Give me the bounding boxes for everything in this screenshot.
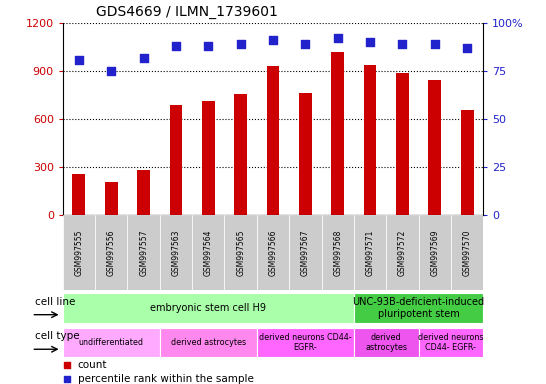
Point <box>462 45 471 51</box>
Bar <box>299 93 312 215</box>
Bar <box>331 52 344 215</box>
Bar <box>95 215 127 290</box>
Text: undifferentiated: undifferentiated <box>79 338 144 347</box>
Text: derived astrocytes: derived astrocytes <box>171 338 246 347</box>
Bar <box>322 215 354 290</box>
Bar <box>419 328 483 358</box>
Bar <box>224 215 257 290</box>
Text: derived neurons CD44-
EGFR-: derived neurons CD44- EGFR- <box>259 333 352 353</box>
Text: GSM997567: GSM997567 <box>301 229 310 276</box>
Text: GSM997568: GSM997568 <box>333 229 342 276</box>
Bar <box>160 328 257 358</box>
Bar <box>257 328 354 358</box>
Bar <box>428 80 441 215</box>
Bar <box>169 104 182 215</box>
Bar <box>105 182 118 215</box>
Text: GSM997569: GSM997569 <box>430 229 439 276</box>
Point <box>398 41 407 47</box>
Text: percentile rank within the sample: percentile rank within the sample <box>78 374 253 384</box>
Point <box>366 39 375 45</box>
Bar <box>266 66 280 215</box>
Bar <box>451 215 483 290</box>
Bar <box>73 174 85 215</box>
Bar <box>137 170 150 215</box>
Point <box>236 41 245 47</box>
Bar <box>63 215 95 290</box>
Text: GSM997570: GSM997570 <box>462 229 472 276</box>
Text: derived
astrocytes: derived astrocytes <box>365 333 407 353</box>
Text: GSM997556: GSM997556 <box>107 229 116 276</box>
Point <box>307 319 316 325</box>
Bar <box>192 215 224 290</box>
Bar <box>63 293 354 323</box>
Bar <box>396 73 409 215</box>
Text: GSM997566: GSM997566 <box>269 229 277 276</box>
Bar <box>364 65 377 215</box>
Bar <box>234 94 247 215</box>
Bar <box>289 215 322 290</box>
Bar <box>354 293 483 323</box>
Text: cell type: cell type <box>34 331 79 341</box>
Point <box>430 41 439 47</box>
Bar <box>257 215 289 290</box>
Text: GSM997557: GSM997557 <box>139 229 148 276</box>
Text: GSM997564: GSM997564 <box>204 229 213 276</box>
Text: count: count <box>78 359 107 369</box>
Point <box>269 37 277 43</box>
Text: GDS4669 / ILMN_1739601: GDS4669 / ILMN_1739601 <box>97 5 278 19</box>
Text: GSM997572: GSM997572 <box>398 229 407 276</box>
Bar <box>127 215 160 290</box>
Point <box>301 41 310 47</box>
Bar <box>202 101 215 215</box>
Bar <box>419 215 451 290</box>
Bar <box>160 215 192 290</box>
Bar <box>354 328 419 358</box>
Bar <box>354 215 386 290</box>
Text: cell line: cell line <box>34 296 75 307</box>
Point <box>333 35 342 41</box>
Bar <box>63 328 160 358</box>
Text: GSM997571: GSM997571 <box>365 229 375 276</box>
Text: GSM997565: GSM997565 <box>236 229 245 276</box>
Text: derived neurons
CD44- EGFR-: derived neurons CD44- EGFR- <box>418 333 484 353</box>
Point <box>107 68 116 74</box>
Point <box>171 43 180 49</box>
Text: GSM997555: GSM997555 <box>74 229 84 276</box>
Point <box>75 56 84 63</box>
Point <box>307 192 316 198</box>
Text: embryonic stem cell H9: embryonic stem cell H9 <box>150 303 266 313</box>
Text: GSM997563: GSM997563 <box>171 229 181 276</box>
Text: UNC-93B-deficient-induced
pluripotent stem: UNC-93B-deficient-induced pluripotent st… <box>353 297 485 319</box>
Bar <box>386 215 419 290</box>
Point <box>139 55 148 61</box>
Point <box>204 43 213 49</box>
Bar <box>461 110 473 215</box>
